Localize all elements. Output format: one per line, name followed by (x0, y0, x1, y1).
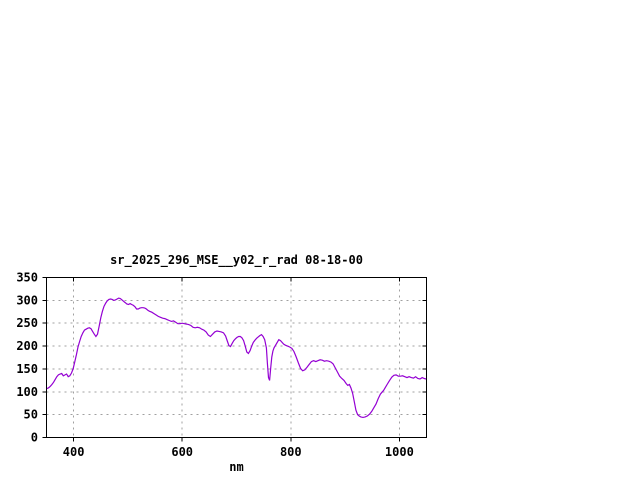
tick-layer (42, 277, 427, 442)
y-tick-label: 100 (16, 385, 38, 399)
plot-border (46, 277, 427, 438)
y-tick-label: 350 (16, 271, 38, 285)
y-tick-label: 200 (16, 339, 38, 353)
x-tick-label: 1000 (385, 445, 414, 459)
x-tick-label: 400 (63, 445, 85, 459)
x-tick-label: 600 (171, 445, 193, 459)
y-tick-label: 0 (31, 431, 38, 445)
y-tick-label: 250 (16, 316, 38, 330)
spectrum-line (46, 297, 427, 419)
chart-title: sr_2025_296_MSE__y02_r_rad 08-18-00 (110, 253, 363, 268)
tick-label-layer: 0 50 100 150 200 250 300 350 400 600 800 1000 (16, 271, 413, 460)
x-tick-label: 800 (280, 445, 302, 459)
y-tick-label: 150 (16, 362, 38, 376)
y-tick-label: 300 (16, 293, 38, 307)
x-axis-label: nm (229, 460, 243, 474)
y-tick-label: 50 (24, 408, 38, 422)
grid-layer (46, 277, 427, 438)
